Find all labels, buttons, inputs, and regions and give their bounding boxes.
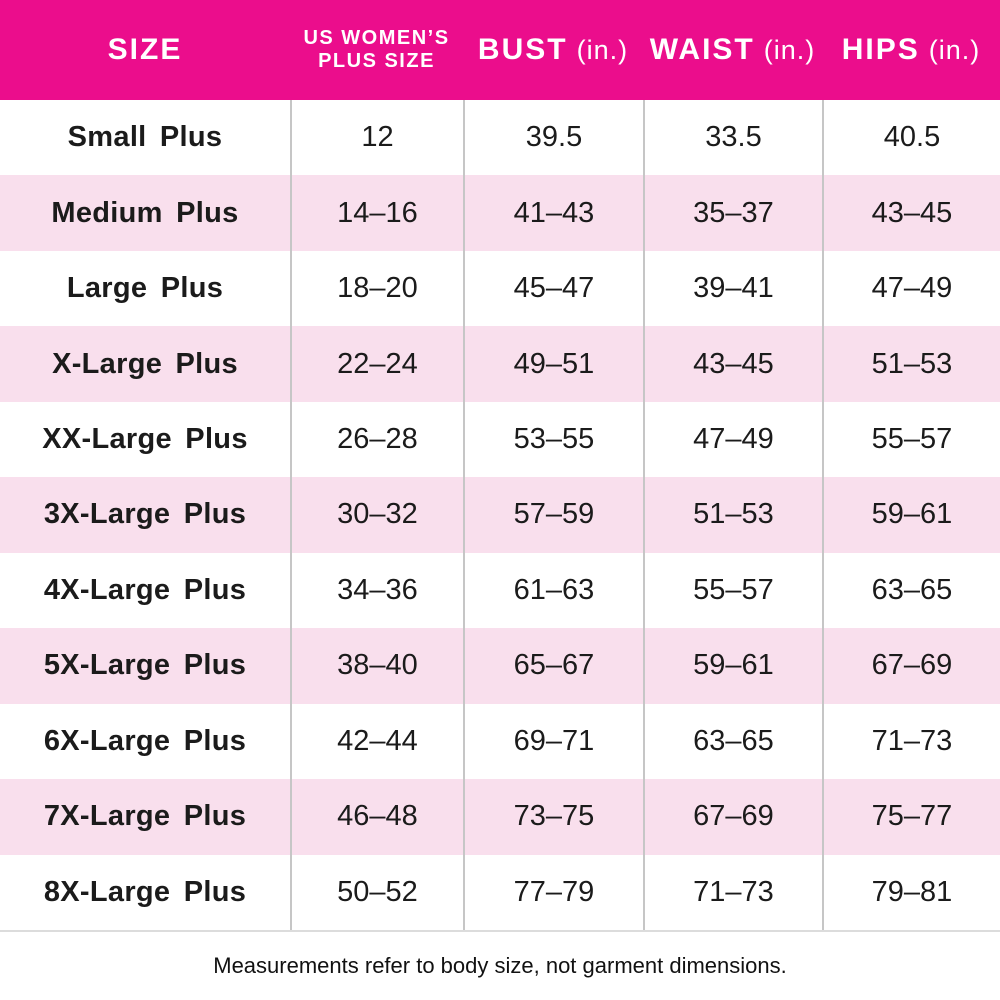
cell-size: X-Large Plus	[52, 347, 238, 380]
table-row-xx-large-plus: XX-Large Plus 26–28 53–55 47–49 55–57	[0, 401, 1000, 478]
cell-waist: 35–37	[643, 175, 822, 251]
header-waist-label: WAIST	[649, 33, 755, 66]
table-row-5x-large-plus: 5X-Large Plus 38–40 65–67 59–61 67–69	[0, 628, 1000, 704]
table-header-row: SIZE US WOMEN’S PLUS SIZE BUST (in.) WAI…	[0, 0, 1000, 100]
cell-bust: 49–51	[463, 326, 643, 402]
cell-size: 5X-Large Plus	[43, 649, 247, 682]
cell-bust: 41–43	[463, 175, 643, 251]
cell-bust: 45–47	[463, 250, 643, 327]
cell-size: 7X-Large Plus	[43, 800, 247, 833]
cell-waist: 71–73	[643, 854, 822, 930]
cell-size: 6X-Large Plus	[43, 724, 247, 757]
table-row-6x-large-plus: 6X-Large Plus 42–44 69–71 63–65 71–73	[0, 703, 1000, 780]
cell-waist: 39–41	[643, 250, 822, 327]
cell-size: Small Plus	[67, 121, 223, 154]
table-row-large-plus: Large Plus 18–20 45–47 39–41 47–49	[0, 250, 1000, 327]
header-bust-unit: (in.)	[576, 34, 629, 65]
header-us-plus-line2: PLUS SIZE	[318, 50, 435, 72]
cell-bust: 65–67	[463, 628, 643, 704]
header-hips-unit: (in.)	[928, 34, 981, 65]
cell-hips: 71–73	[822, 703, 1000, 780]
header-size: SIZE	[0, 0, 290, 100]
cell-bust: 61–63	[463, 552, 643, 629]
cell-size: 3X-Large Plus	[43, 498, 247, 531]
cell-size: Large Plus	[66, 272, 224, 305]
header-us-plus-line1: US WOMEN’S	[303, 27, 450, 49]
header-hips-label: HIPS	[841, 33, 920, 66]
header-waist: WAIST (in.)	[643, 0, 822, 100]
cell-us-plus: 46–48	[290, 779, 463, 855]
cell-us-plus: 50–52	[290, 854, 463, 930]
cell-us-plus: 38–40	[290, 628, 463, 704]
cell-waist: 43–45	[643, 326, 822, 402]
header-bust: BUST (in.)	[463, 0, 643, 100]
cell-size: 4X-Large Plus	[43, 573, 247, 606]
cell-bust: 69–71	[463, 703, 643, 780]
table-body: Small Plus 12 39.5 33.5 40.5 Medium Plus…	[0, 100, 1000, 932]
cell-bust: 77–79	[463, 854, 643, 930]
cell-us-plus: 30–32	[290, 477, 463, 553]
cell-bust: 57–59	[463, 477, 643, 553]
cell-us-plus: 42–44	[290, 703, 463, 780]
header-size-label: SIZE	[107, 33, 183, 66]
header-bust-label: BUST	[477, 33, 568, 66]
table-row-8x-large-plus: 8X-Large Plus 50–52 77–79 71–73 79–81	[0, 854, 1000, 930]
cell-us-plus: 12	[290, 100, 463, 176]
cell-waist: 51–53	[643, 477, 822, 553]
footnote-text: Measurements refer to body size, not gar…	[213, 953, 787, 978]
cell-us-plus: 22–24	[290, 326, 463, 402]
cell-hips: 79–81	[822, 854, 1000, 930]
cell-hips: 67–69	[822, 628, 1000, 704]
cell-bust: 73–75	[463, 779, 643, 855]
cell-waist: 63–65	[643, 703, 822, 780]
header-us-womens-plus-size: US WOMEN’S PLUS SIZE	[290, 0, 463, 100]
table-row-3x-large-plus: 3X-Large Plus 30–32 57–59 51–53 59–61	[0, 477, 1000, 553]
cell-waist: 67–69	[643, 779, 822, 855]
cell-size: 8X-Large Plus	[43, 875, 247, 908]
table-row-medium-plus: Medium Plus 14–16 41–43 35–37 43–45	[0, 175, 1000, 251]
cell-hips: 43–45	[822, 175, 1000, 251]
table-row-x-large-plus: X-Large Plus 22–24 49–51 43–45 51–53	[0, 326, 1000, 402]
cell-waist: 33.5	[643, 100, 822, 176]
cell-size: XX-Large Plus	[42, 423, 248, 456]
cell-hips: 63–65	[822, 552, 1000, 629]
cell-us-plus: 18–20	[290, 250, 463, 327]
cell-bust: 39.5	[463, 100, 643, 176]
cell-us-plus: 26–28	[290, 401, 463, 478]
cell-hips: 51–53	[822, 326, 1000, 402]
cell-hips: 59–61	[822, 477, 1000, 553]
cell-us-plus: 34–36	[290, 552, 463, 629]
cell-us-plus: 14–16	[290, 175, 463, 251]
header-waist-unit: (in.)	[763, 34, 816, 65]
cell-hips: 40.5	[822, 100, 1000, 176]
cell-waist: 59–61	[643, 628, 822, 704]
cell-hips: 55–57	[822, 401, 1000, 478]
cell-waist: 55–57	[643, 552, 822, 629]
header-hips: HIPS (in.)	[822, 0, 1000, 100]
cell-waist: 47–49	[643, 401, 822, 478]
footnote: Measurements refer to body size, not gar…	[0, 932, 1000, 1000]
cell-bust: 53–55	[463, 401, 643, 478]
cell-hips: 47–49	[822, 250, 1000, 327]
table-row-small-plus: Small Plus 12 39.5 33.5 40.5	[0, 100, 1000, 176]
cell-hips: 75–77	[822, 779, 1000, 855]
table-row-4x-large-plus: 4X-Large Plus 34–36 61–63 55–57 63–65	[0, 552, 1000, 629]
table-row-7x-large-plus: 7X-Large Plus 46–48 73–75 67–69 75–77	[0, 779, 1000, 855]
cell-size: Medium Plus	[51, 196, 239, 229]
